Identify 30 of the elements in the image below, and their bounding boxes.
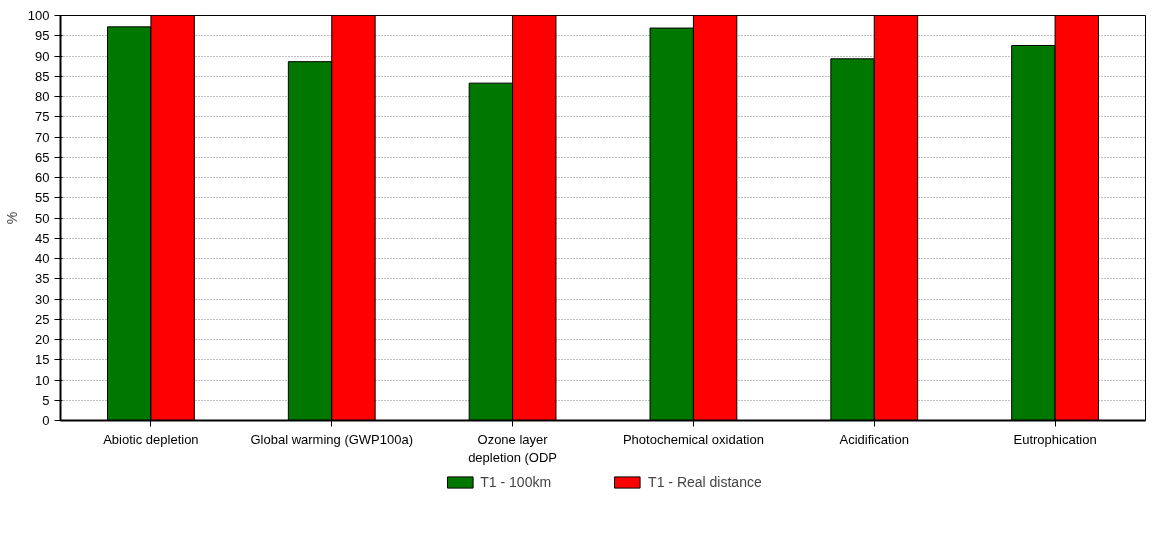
y-tick-label: 10	[35, 372, 50, 388]
x-tick-label: Acidification	[839, 431, 909, 447]
y-tick-label: 85	[35, 68, 50, 84]
x-tick-label: Global warming (GWP100a)	[250, 431, 414, 447]
y-tick-label: 75	[35, 109, 50, 125]
legend-label: T1 - Real distance	[648, 474, 762, 490]
y-tick-label: 5	[42, 392, 50, 408]
y-axis-title: %	[3, 211, 20, 225]
x-tick-label: Abiotic depletion	[103, 431, 199, 447]
y-tick-label: 0	[42, 413, 50, 428]
y-tick-label: 20	[35, 332, 50, 347]
legend-label: T1 - 100km	[480, 474, 552, 490]
y-tick-label: 55	[35, 190, 50, 206]
y-tick-label: 100	[27, 8, 50, 23]
y-tick-label: 60	[35, 170, 50, 185]
y-tick-label: 35	[35, 271, 50, 287]
y-tick-label: 45	[35, 230, 50, 246]
y-tick-label: 95	[35, 28, 50, 44]
y-tick-label: 50	[35, 210, 50, 226]
y-tick-label: 80	[35, 89, 50, 104]
x-tick-label: Photochemical oxidation	[622, 431, 764, 447]
y-tick-label: 25	[35, 311, 50, 327]
y-tick-label: 65	[35, 149, 50, 165]
y-tick-label: 70	[35, 129, 50, 145]
x-tick-label: Ozone layer depletion (ODP	[468, 431, 558, 465]
y-tick-label: 40	[35, 251, 50, 266]
y-tick-label: 90	[35, 48, 50, 64]
x-tick-label: Eutrophication	[1013, 431, 1097, 447]
y-tick-label: 30	[35, 291, 50, 307]
y-tick-label: 15	[35, 352, 50, 368]
